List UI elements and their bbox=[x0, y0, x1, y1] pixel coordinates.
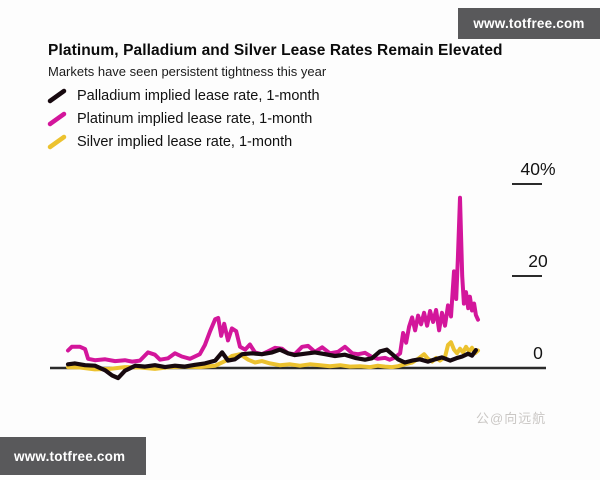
legend-item-label: Palladium implied lease rate, 1-month bbox=[77, 88, 320, 104]
legend-item-palladium: Palladium implied lease rate, 1-month bbox=[46, 87, 320, 105]
watermark-chinese: 公@向远航 bbox=[476, 411, 547, 426]
y-tick-label-0: 0 bbox=[533, 343, 543, 363]
series-silver bbox=[66, 340, 480, 372]
legend-item-silver: Silver implied lease rate, 1-month bbox=[46, 133, 320, 151]
legend: Palladium implied lease rate, 1-month Pla… bbox=[46, 87, 320, 151]
chart-subtitle: Markets have seen persistent tightness t… bbox=[48, 64, 327, 79]
watermark-top-right-text: www.totfree.com bbox=[473, 16, 585, 31]
slash-icon bbox=[47, 111, 67, 127]
watermark-bottom-left-text: www.totfree.com bbox=[14, 448, 126, 464]
chart-title: Platinum, Palladium and Silver Lease Rat… bbox=[48, 42, 503, 59]
series-platinum bbox=[66, 195, 480, 364]
slash-icon bbox=[47, 88, 67, 104]
legend-item-platinum: Platinum implied lease rate, 1-month bbox=[46, 110, 320, 128]
legend-item-label: Platinum implied lease rate, 1-month bbox=[77, 111, 313, 127]
watermark-top-right: www.totfree.com bbox=[458, 8, 600, 39]
y-tick-label-40: 40% bbox=[520, 159, 555, 179]
legend-item-label: Silver implied lease rate, 1-month bbox=[77, 134, 293, 150]
series-palladium bbox=[65, 347, 478, 381]
y-tick-label-20: 20 bbox=[528, 251, 548, 271]
slash-icon bbox=[47, 134, 67, 150]
watermark-bottom-left: www.totfree.com bbox=[0, 437, 146, 475]
